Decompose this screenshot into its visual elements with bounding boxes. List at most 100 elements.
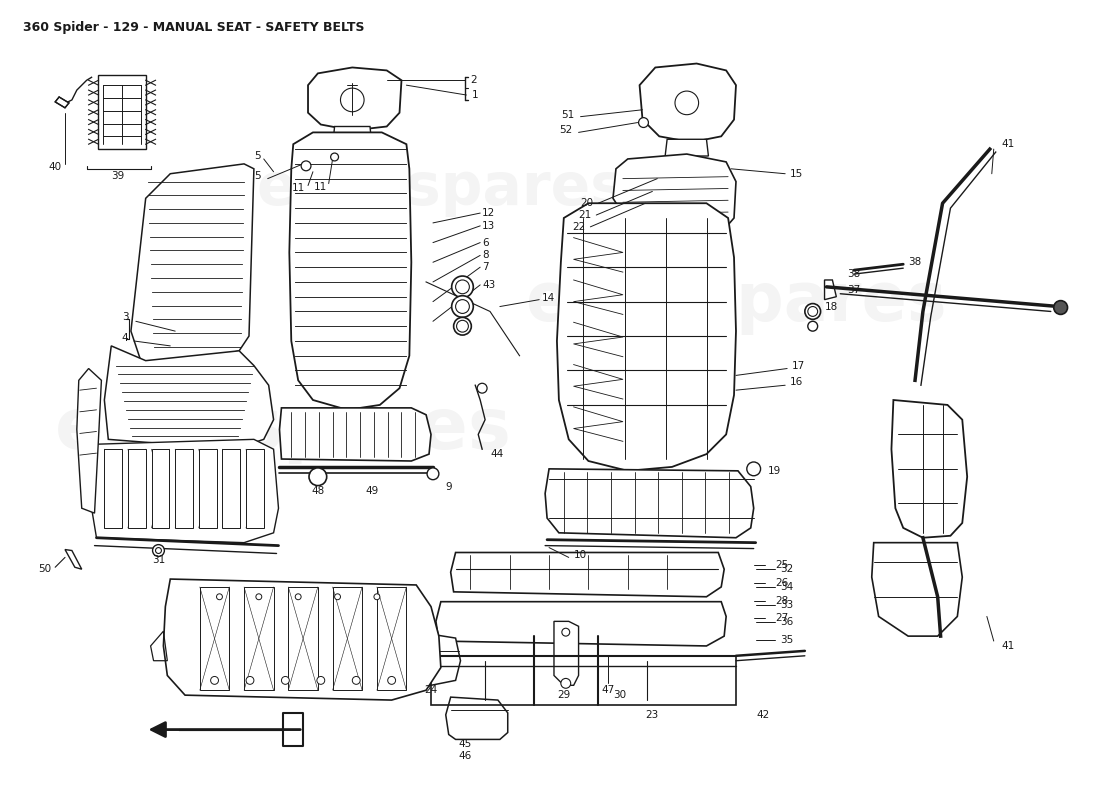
- Circle shape: [452, 276, 473, 298]
- Text: 43: 43: [482, 280, 495, 290]
- Circle shape: [282, 677, 289, 684]
- Circle shape: [256, 594, 262, 600]
- Text: 24: 24: [425, 686, 438, 695]
- Text: 28: 28: [776, 596, 789, 606]
- Polygon shape: [164, 579, 441, 700]
- Circle shape: [387, 677, 396, 684]
- Text: 9: 9: [446, 482, 452, 491]
- Circle shape: [309, 468, 327, 486]
- Circle shape: [334, 594, 341, 600]
- Text: 32: 32: [780, 564, 793, 574]
- Text: eurospares: eurospares: [256, 160, 625, 217]
- Polygon shape: [872, 542, 962, 636]
- Text: 11: 11: [314, 182, 327, 191]
- Circle shape: [747, 462, 760, 476]
- Polygon shape: [246, 449, 264, 528]
- Text: 14: 14: [542, 293, 556, 302]
- Circle shape: [153, 545, 164, 557]
- Polygon shape: [104, 449, 122, 528]
- Text: 5: 5: [254, 170, 261, 181]
- Text: 16: 16: [790, 378, 803, 387]
- Polygon shape: [666, 139, 708, 156]
- Text: 31: 31: [152, 555, 165, 566]
- Circle shape: [295, 594, 301, 600]
- Text: 48: 48: [311, 486, 324, 495]
- Text: 15: 15: [790, 169, 803, 178]
- Polygon shape: [222, 449, 240, 528]
- Circle shape: [352, 677, 360, 684]
- Circle shape: [246, 677, 254, 684]
- Text: 30: 30: [614, 690, 627, 700]
- Polygon shape: [613, 154, 736, 238]
- Text: 41: 41: [1002, 641, 1015, 651]
- Polygon shape: [436, 602, 726, 646]
- Text: 2: 2: [471, 75, 477, 86]
- Polygon shape: [128, 449, 145, 528]
- Text: 360 Spider - 129 - MANUAL SEAT - SAFETY BELTS: 360 Spider - 129 - MANUAL SEAT - SAFETY …: [23, 22, 364, 34]
- Text: 11: 11: [292, 183, 305, 194]
- Text: 40: 40: [48, 162, 62, 172]
- Text: 18: 18: [825, 302, 838, 311]
- Text: 46: 46: [459, 751, 472, 761]
- Polygon shape: [546, 469, 754, 538]
- Text: 5: 5: [254, 151, 261, 161]
- Circle shape: [561, 678, 571, 688]
- Text: 22: 22: [572, 222, 585, 232]
- Text: 1: 1: [471, 90, 478, 100]
- Circle shape: [453, 318, 471, 335]
- Text: 50: 50: [39, 564, 52, 574]
- Circle shape: [1054, 301, 1067, 314]
- Polygon shape: [446, 697, 508, 739]
- Text: 34: 34: [780, 582, 793, 592]
- Polygon shape: [557, 203, 736, 471]
- Circle shape: [807, 322, 817, 331]
- Text: 33: 33: [780, 600, 793, 610]
- Text: 29: 29: [558, 690, 571, 700]
- Text: 37: 37: [847, 285, 860, 295]
- Polygon shape: [332, 126, 372, 146]
- Text: 47: 47: [602, 686, 615, 695]
- Text: 25: 25: [776, 560, 789, 570]
- Text: 41: 41: [1002, 139, 1015, 150]
- Circle shape: [374, 594, 379, 600]
- Polygon shape: [152, 449, 169, 528]
- Polygon shape: [175, 449, 192, 528]
- Circle shape: [805, 303, 821, 319]
- Text: 20: 20: [580, 198, 593, 208]
- Text: eurospares: eurospares: [55, 395, 512, 464]
- Polygon shape: [199, 449, 217, 528]
- Polygon shape: [402, 634, 461, 686]
- Polygon shape: [891, 400, 967, 538]
- Polygon shape: [289, 132, 411, 410]
- Circle shape: [155, 547, 162, 554]
- Text: 12: 12: [482, 208, 495, 218]
- Circle shape: [301, 161, 311, 170]
- Polygon shape: [77, 369, 101, 513]
- Polygon shape: [99, 75, 145, 149]
- Polygon shape: [308, 67, 402, 130]
- Polygon shape: [451, 553, 724, 597]
- Text: 7: 7: [482, 262, 488, 272]
- Circle shape: [427, 468, 439, 480]
- Polygon shape: [65, 550, 81, 570]
- Text: 3: 3: [122, 312, 129, 322]
- Text: 38: 38: [909, 258, 922, 267]
- Text: 52: 52: [560, 126, 573, 135]
- Circle shape: [562, 628, 570, 636]
- Text: 17: 17: [792, 361, 805, 370]
- Text: 45: 45: [459, 739, 472, 750]
- Text: 23: 23: [646, 710, 659, 720]
- Text: 19: 19: [768, 466, 781, 476]
- Text: 35: 35: [780, 635, 793, 645]
- Text: 44: 44: [490, 449, 504, 459]
- Circle shape: [317, 677, 324, 684]
- Text: 38: 38: [847, 269, 860, 279]
- Text: 13: 13: [482, 221, 495, 231]
- Circle shape: [210, 677, 219, 684]
- Polygon shape: [279, 408, 431, 461]
- Text: 42: 42: [757, 710, 770, 720]
- Circle shape: [331, 153, 339, 161]
- Circle shape: [217, 594, 222, 600]
- Text: 51: 51: [561, 110, 574, 120]
- Polygon shape: [554, 622, 579, 686]
